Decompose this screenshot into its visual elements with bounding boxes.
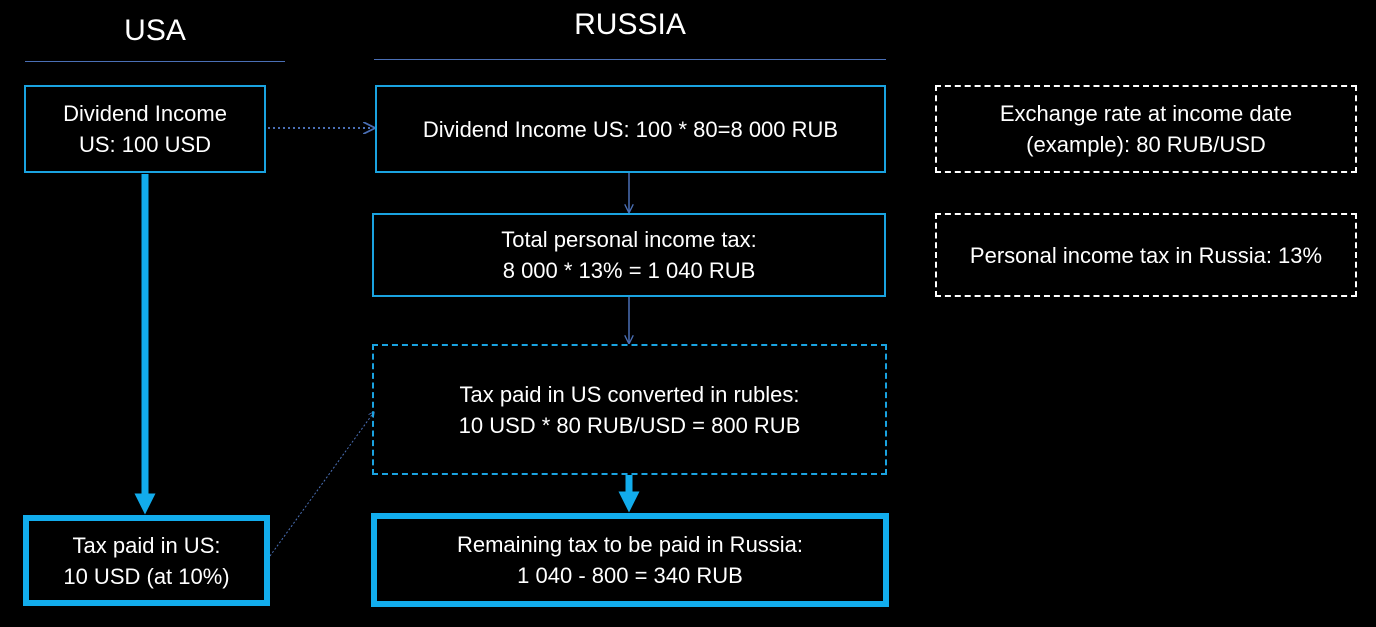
usa-dividend-line2: US: 100 USD [78,132,212,157]
russia-dividend-income-box: Dividend Income US: 100 * 80=8 000 RUB [375,85,886,173]
usa-tax-paid-line1: Tax paid in US: [72,532,221,558]
remaining-tax-box: Remaining tax to be paid in Russia: 1 04… [371,513,889,607]
total-personal-income-tax-box: Total personal income tax: 8 000 * 13% =… [372,213,886,297]
exchange-rate-line1: Exchange rate at income date [999,101,1293,126]
usa-heading: USA [124,14,186,47]
russia-dividend-line1: Dividend Income US: 100 * 80=8 000 RUB [422,116,839,142]
tax-paid-to-converted-arrow [269,412,374,557]
usa-tax-paid-box: Tax paid in US: 10 USD (at 10%) [23,515,270,606]
exchange-rate-line2: (example): 80 RUB/USD [1026,132,1266,157]
remaining-line1: Remaining tax to be paid in Russia: [456,532,804,557]
usa-dividend-line1: Dividend Income [63,101,227,126]
usa-dividend-income-box: Dividend Income US: 100 USD [24,85,266,173]
converted-line2: 10 USD * 80 RUB/USD = 800 RUB [458,412,801,438]
total-tax-line1: Total personal income tax: [501,227,757,252]
usa-tax-paid-line2: 10 USD (at 10%) [63,563,230,589]
exchange-rate-note: Exchange rate at income date (example): … [935,85,1357,173]
tax-converted-rubles-box: Tax paid in US converted in rubles: 10 U… [372,344,887,475]
russia-heading: RUSSIA [574,8,686,41]
russia-heading-rule [374,59,886,60]
total-tax-line2: 8 000 * 13% = 1 040 RUB [502,258,756,283]
tax-rate-line1: Personal income tax in Russia: 13% [969,242,1323,268]
usa-heading-rule [25,61,285,62]
remaining-line2: 1 040 - 800 = 340 RUB [517,563,743,588]
tax-rate-note: Personal income tax in Russia: 13% [935,213,1357,297]
converted-line1: Tax paid in US converted in rubles: [459,381,800,407]
